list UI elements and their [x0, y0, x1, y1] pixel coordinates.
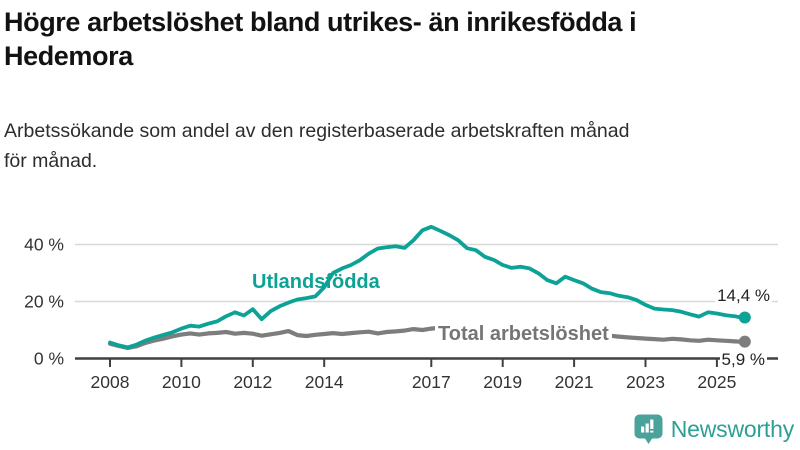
- x-tick-label: 2010: [162, 372, 201, 392]
- y-tick-label: 20 %: [24, 292, 64, 312]
- newsworthy-logo-text: Newsworthy: [670, 416, 794, 442]
- x-tick-label: 2021: [555, 372, 594, 392]
- series-label-total-arbetsloshet: Total arbetslöshet: [435, 323, 612, 346]
- subtitle-line-1: Arbetssökande som andel av den registerb…: [4, 120, 630, 142]
- title-line-1: Högre arbetslöshet bland utrikes- än inr…: [4, 7, 637, 37]
- x-tick-label: 2025: [697, 372, 736, 392]
- series-line-total: [107, 325, 743, 351]
- y-tick-label: 40 %: [24, 235, 64, 255]
- x-tick-label: 2014: [305, 372, 344, 392]
- series-end-dot: [738, 311, 751, 324]
- title-line-2: Hedemora: [4, 41, 133, 71]
- x-tick-label: 2017: [412, 372, 451, 392]
- series-label-utlandsfodda: Utlandsfödda: [252, 271, 380, 293]
- y-tick-label: 0 %: [34, 349, 64, 369]
- bar-chart-speech-bubble-icon: [634, 414, 663, 444]
- subtitle-line-2: för månad.: [4, 150, 98, 172]
- page-title: Högre arbetslöshet bland utrikes- än inr…: [4, 5, 796, 73]
- x-tick-label: 2008: [91, 372, 130, 392]
- logo-bars-glyph: [640, 419, 654, 433]
- end-value-label-utlandsfodda: 14,4 %: [715, 286, 772, 306]
- x-tick-label: 2012: [233, 372, 272, 392]
- series-line-utlandsfodda: [108, 224, 743, 350]
- newsworthy-logo[interactable]: Newsworthy: [633, 413, 794, 446]
- end-value-label-total: 5,9 %: [719, 350, 767, 370]
- x-tick-label: 2019: [483, 372, 522, 392]
- chart-subtitle: Arbetssökande som andel av den registerb…: [4, 116, 796, 176]
- x-tick-label: 2023: [626, 372, 665, 392]
- series-end-dot: [738, 335, 751, 348]
